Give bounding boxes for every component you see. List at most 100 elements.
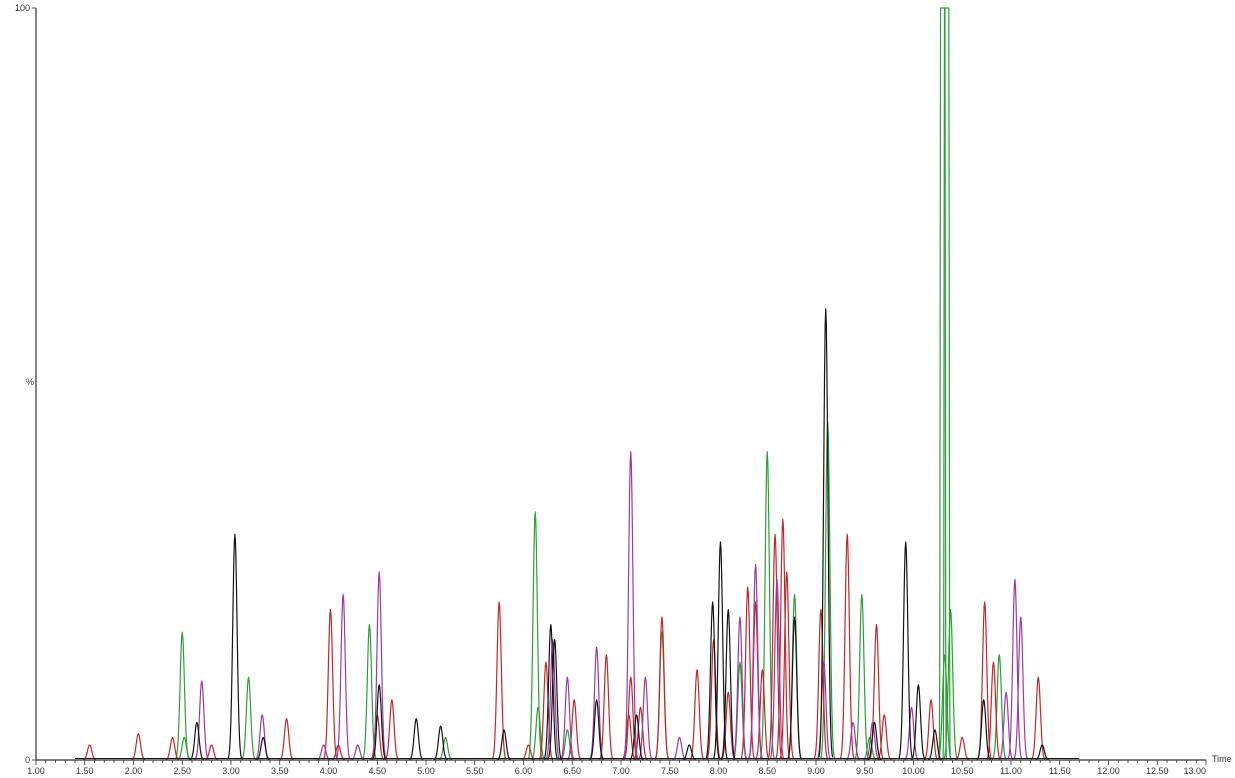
x-tick-label: 5.50 bbox=[466, 766, 484, 776]
x-tick-label: 9.50 bbox=[856, 766, 874, 776]
peak bbox=[937, 654, 953, 760]
peak bbox=[623, 451, 639, 759]
peak bbox=[898, 541, 914, 759]
peak bbox=[654, 616, 670, 760]
peak bbox=[189, 721, 205, 761]
peak bbox=[839, 533, 855, 759]
x-tick-label: 7.00 bbox=[612, 766, 630, 776]
peak bbox=[433, 725, 448, 761]
x-tick-label: 1.50 bbox=[76, 766, 94, 776]
peak bbox=[813, 609, 829, 760]
x-tick-label: 4.00 bbox=[320, 766, 338, 776]
peak bbox=[589, 646, 604, 760]
series-0 bbox=[75, 7, 1080, 761]
peak bbox=[755, 669, 770, 760]
peak bbox=[955, 736, 970, 761]
peak bbox=[775, 518, 791, 759]
peak bbox=[998, 691, 1014, 761]
x-tick-label: 8.00 bbox=[710, 766, 728, 776]
peak bbox=[705, 601, 721, 760]
peak bbox=[682, 744, 697, 761]
peak bbox=[1007, 578, 1023, 760]
x-tick-label: 9.00 bbox=[807, 766, 825, 776]
peak bbox=[904, 706, 919, 761]
y-tick-label: 0 bbox=[25, 755, 30, 765]
peak bbox=[942, 7, 952, 761]
peak bbox=[496, 729, 512, 761]
plot-series bbox=[75, 7, 1080, 761]
x-tick-label: 2.00 bbox=[125, 766, 143, 776]
x-tick-label: 8.50 bbox=[758, 766, 776, 776]
peak bbox=[938, 7, 948, 761]
peak bbox=[438, 736, 453, 761]
x-ticks: 1.00 1.50 2.00 2.50 3.00 3.50 4.00 4.50 5.00 5.50… bbox=[27, 760, 1207, 776]
peak bbox=[720, 609, 736, 760]
y-tick-label: 100 bbox=[15, 3, 30, 13]
y-ticks: 0 100 bbox=[15, 3, 36, 765]
peak bbox=[748, 563, 763, 760]
peak bbox=[560, 676, 575, 760]
x-tick-label: 12.00 bbox=[1097, 766, 1120, 776]
peak bbox=[740, 586, 756, 760]
peak bbox=[986, 661, 1001, 760]
x-tick-label: 3.00 bbox=[222, 766, 240, 776]
peak bbox=[713, 541, 728, 759]
peak bbox=[629, 714, 644, 761]
peak bbox=[720, 691, 736, 761]
peak bbox=[759, 451, 775, 759]
peak bbox=[767, 533, 783, 759]
x-tick-label: 3.50 bbox=[271, 766, 289, 776]
peak bbox=[732, 616, 748, 760]
y-axis-label: % bbox=[26, 377, 34, 387]
peak bbox=[991, 654, 1007, 760]
x-tick-label: 10.00 bbox=[902, 766, 925, 776]
series-3 bbox=[75, 308, 1080, 761]
x-axis-label: Time bbox=[1212, 754, 1232, 764]
peak bbox=[174, 631, 190, 760]
peak bbox=[854, 593, 870, 760]
x-tick-label: 7.50 bbox=[661, 766, 679, 776]
peak bbox=[530, 706, 546, 761]
peak bbox=[787, 616, 802, 760]
peak bbox=[633, 706, 648, 761]
x-tick-label: 10.50 bbox=[951, 766, 974, 776]
peak bbox=[527, 511, 543, 759]
peak bbox=[845, 721, 861, 761]
peak bbox=[927, 729, 943, 761]
peak bbox=[227, 533, 243, 759]
x-tick-label: 13.00 bbox=[1183, 766, 1206, 776]
peak bbox=[862, 736, 877, 761]
peak bbox=[1030, 676, 1046, 760]
peak bbox=[547, 639, 563, 760]
peak bbox=[943, 609, 958, 760]
peak bbox=[409, 718, 424, 761]
peak bbox=[672, 736, 687, 761]
peak bbox=[779, 571, 795, 760]
peak bbox=[335, 593, 351, 760]
x-tick-label: 6.00 bbox=[515, 766, 533, 776]
peak bbox=[560, 729, 575, 761]
peak bbox=[1035, 744, 1050, 761]
peak bbox=[566, 699, 582, 761]
peak bbox=[769, 578, 785, 760]
peak bbox=[545, 639, 561, 760]
peak bbox=[911, 684, 926, 760]
series-2 bbox=[75, 451, 1080, 761]
peak bbox=[867, 721, 882, 761]
peak bbox=[877, 714, 892, 761]
peak bbox=[818, 308, 834, 758]
peak bbox=[131, 733, 146, 761]
peak bbox=[384, 699, 400, 761]
peak bbox=[350, 744, 365, 761]
peak bbox=[599, 654, 614, 760]
x-tick-label: 2.50 bbox=[173, 766, 191, 776]
series-1 bbox=[75, 518, 1080, 761]
peak bbox=[256, 736, 271, 761]
peak bbox=[371, 684, 387, 760]
peak bbox=[706, 639, 721, 760]
peak bbox=[165, 736, 180, 761]
peak bbox=[623, 676, 639, 760]
peak bbox=[279, 718, 294, 761]
x-tick-label: 4.50 bbox=[368, 766, 386, 776]
